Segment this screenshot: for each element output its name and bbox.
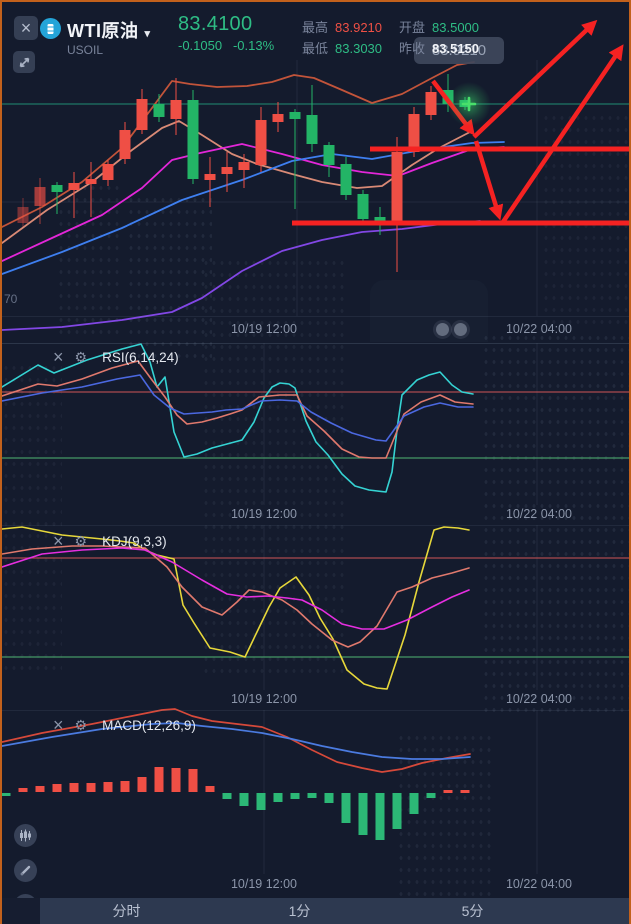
pager-dot[interactable] [436,323,449,336]
time-label: 10/22 04:00 [505,877,573,891]
symbol-code: USOIL [67,43,104,57]
tab-timeshare[interactable]: 分时 [112,903,141,919]
stat-open: 开盘 83.5000 [399,20,480,35]
rsi-close-icon[interactable]: × [53,347,64,367]
divider [2,710,629,711]
draw-button[interactable] [14,859,37,882]
time-label: 10/19 12:00 [230,322,298,336]
timeframe-tabbar: 分时 1分 5分 [40,898,629,924]
tabbar-corner [2,898,40,924]
candlestick-icon [20,829,31,842]
macd-settings-icon[interactable]: ⚙ [74,717,88,733]
time-axis-main: 10/19 12:00 10/22 04:00 [2,322,629,338]
symbol-title[interactable]: WTI原油 ▾ [67,17,151,43]
change-percent: -0.13% [232,38,275,53]
symbol-name: WTI原油 [67,21,139,41]
pencil-icon [20,865,31,876]
tab-5min[interactable]: 5分 [461,903,484,919]
time-label: 10/22 04:00 [505,692,573,706]
divider [2,316,629,317]
time-label: 10/19 12:00 [230,877,298,891]
time-label: 10/19 12:00 [230,507,298,521]
oil-symbol-icon [40,18,61,39]
stat-low: 最低 83.3030 [302,41,383,56]
divider [2,343,629,344]
kdj-close-icon[interactable]: × [53,531,64,551]
tab-1min[interactable]: 1分 [288,903,311,919]
time-label: 10/22 04:00 [505,322,573,336]
diagonal-arrows-icon [19,57,29,67]
close-button[interactable]: × [14,16,38,40]
macd-panel-header: × ⚙ MACD(12,26,9) [53,716,196,734]
time-axis-macd: 10/19 12:00 10/22 04:00 [2,877,629,893]
divider [2,525,629,526]
pager-dot[interactable] [454,323,467,336]
collapse-icon[interactable] [13,51,35,73]
time-axis-kdj: 10/19 12:00 10/22 04:00 [2,692,629,708]
stat-prev-close: 昨收 83.5150 [399,41,480,56]
kdj-panel-header: × ⚙ KDJ(9,3,3) [53,532,167,550]
rsi-panel-header: × ⚙ RSI(6,14,24) [53,348,179,366]
price-axis-fragment: 70 [4,292,18,306]
kdj-title: KDJ(9,3,3) [102,533,167,549]
time-label: 10/19 12:00 [230,692,298,706]
rsi-title: RSI(6,14,24) [102,349,179,365]
high-price-tooltip: 83.9210 [414,37,504,64]
candlestick-view-button[interactable] [14,824,37,847]
price-change: -0.1050 -0.13% [178,38,274,53]
chevron-down-icon: ▾ [144,28,151,40]
time-label: 10/22 04:00 [505,507,573,521]
stat-high: 最高 83.9210 [302,20,383,35]
kdj-settings-icon[interactable]: ⚙ [74,533,88,549]
macd-title: MACD(12,26,9) [102,717,196,733]
change-value: -0.1050 [178,38,223,53]
rsi-settings-icon[interactable]: ⚙ [74,349,88,365]
last-price: 83.4100 [178,13,253,35]
time-axis-rsi: 10/19 12:00 10/22 04:00 [2,507,629,523]
macd-close-icon[interactable]: × [53,715,64,735]
